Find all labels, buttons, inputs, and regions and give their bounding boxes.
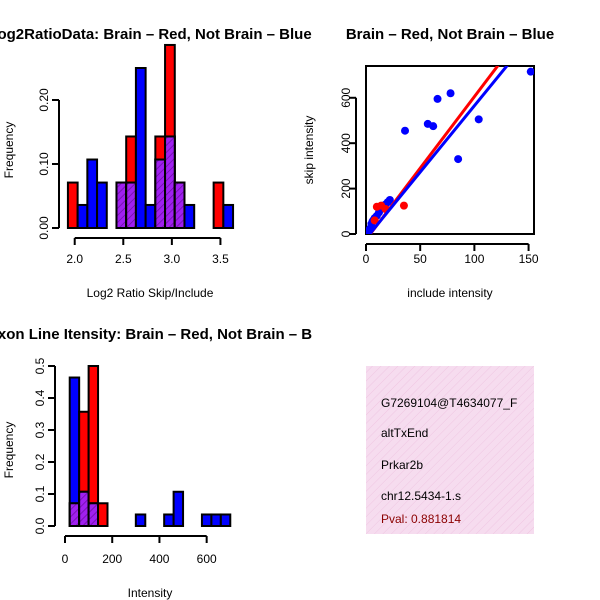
chart-title: Brain – Red, Not Brain – Blue <box>346 26 554 43</box>
intensity-scatter-plot: Brain – Red, Not Brain – Blue include in… <box>302 26 554 300</box>
not-brain-point <box>446 89 455 98</box>
not-brain-point <box>433 94 442 103</box>
not-brain-bar <box>219 513 232 527</box>
not-brain-bar <box>210 513 222 527</box>
chart-title: Log2RatioData: Brain – Red, Not Brain – … <box>0 26 312 43</box>
not-brain-fit-line <box>367 66 509 234</box>
x-tick-label: 600 <box>197 552 217 566</box>
info-panel-background <box>366 366 534 534</box>
log2-ratio-histogram: Log2RatioData: Brain – Red, Not Brain – … <box>0 26 312 300</box>
not-brain-bar <box>222 203 235 230</box>
x-tick-label: 50 <box>414 252 428 266</box>
brain-point <box>399 201 408 210</box>
not-brain-bar <box>76 203 89 230</box>
x-tick-label: 0 <box>363 252 370 266</box>
not-brain-bar <box>183 203 196 230</box>
y-tick-label: 0.20 <box>37 88 51 112</box>
y-tick-label: 0.5 <box>33 357 47 374</box>
overlap-bar <box>173 181 186 229</box>
x-tick-label: 2.5 <box>115 252 132 266</box>
x-tick-label: 3.5 <box>212 252 229 266</box>
overlap-bar <box>115 181 128 229</box>
brain-bar <box>87 365 100 527</box>
x-axis-label: Intensity <box>128 586 173 600</box>
x-tick-label: 2.0 <box>66 252 83 266</box>
y-tick-label: 0.10 <box>37 152 51 176</box>
overlap-bar <box>164 135 176 229</box>
not-brain-bar <box>96 181 108 229</box>
y-axis-label: skip intensity <box>302 116 316 185</box>
plot-area <box>366 66 534 234</box>
y-tick-label: 0.1 <box>33 485 47 502</box>
chart-title: Exon Line Itensity: Brain – Red, Not Bra… <box>0 326 312 343</box>
not-brain-bar <box>134 67 147 229</box>
event-type: altTxEnd <box>381 426 428 440</box>
y-tick-label: 0.2 <box>33 453 47 470</box>
overlap-bar <box>78 490 90 528</box>
not-brain-bar <box>163 513 175 527</box>
brain-point <box>370 216 379 225</box>
y-tick-label: 0.0 <box>33 517 47 534</box>
overlap-bar <box>68 502 81 527</box>
y-tick-label: 600 <box>339 87 353 107</box>
plot-frame <box>365 65 535 235</box>
y-tick-label: 0.00 <box>37 216 51 240</box>
not-brain-bar <box>86 158 99 230</box>
y-tick-label: 200 <box>339 178 353 198</box>
overlap-bar <box>87 502 100 527</box>
not-brain-point <box>401 126 410 135</box>
not-brain-point <box>526 67 534 76</box>
gene-name: Prkar2b <box>381 458 423 472</box>
not-brain-point <box>429 122 438 131</box>
x-axis-label: include intensity <box>407 286 492 300</box>
brain-bar <box>97 502 109 527</box>
x-tick-label: 3.0 <box>164 252 181 266</box>
overlap-bar <box>125 181 137 229</box>
probe-id: G7269104@T4634077_F <box>381 396 517 410</box>
x-tick-label: 400 <box>149 552 169 566</box>
not-brain-bar <box>134 513 147 527</box>
info-panel: G7269104@T4634077_F altTxEnd Prkar2b chr… <box>366 366 534 534</box>
y-tick-label: 0.4 <box>33 389 47 406</box>
not-brain-point <box>385 195 394 204</box>
brain-bar <box>66 181 79 229</box>
genomic-location: chr12.5434-1.s <box>381 489 461 503</box>
y-tick-label: 0 <box>339 230 353 237</box>
intensity-histogram: Exon Line Itensity: Brain – Red, Not Bra… <box>0 326 312 600</box>
not-brain-bar <box>144 203 157 230</box>
y-tick-label: 0.3 <box>33 421 47 438</box>
not-brain-point <box>454 155 463 164</box>
y-axis-label: Frequency <box>2 422 16 479</box>
not-brain-bar <box>200 513 213 527</box>
y-axis-label: Frequency <box>2 122 16 179</box>
overlap-bar <box>154 158 167 230</box>
not-brain-bar <box>172 490 185 528</box>
x-axis-label: Log2 Ratio Skip/Include <box>87 286 214 300</box>
x-tick-label: 150 <box>519 252 539 266</box>
x-tick-label: 0 <box>62 552 69 566</box>
x-tick-label: 200 <box>102 552 122 566</box>
p-value: Pval: 0.881814 <box>381 512 461 526</box>
not-brain-point <box>474 115 483 124</box>
y-tick-label: 400 <box>339 133 353 153</box>
x-tick-label: 100 <box>464 252 484 266</box>
brain-bar <box>212 181 225 229</box>
